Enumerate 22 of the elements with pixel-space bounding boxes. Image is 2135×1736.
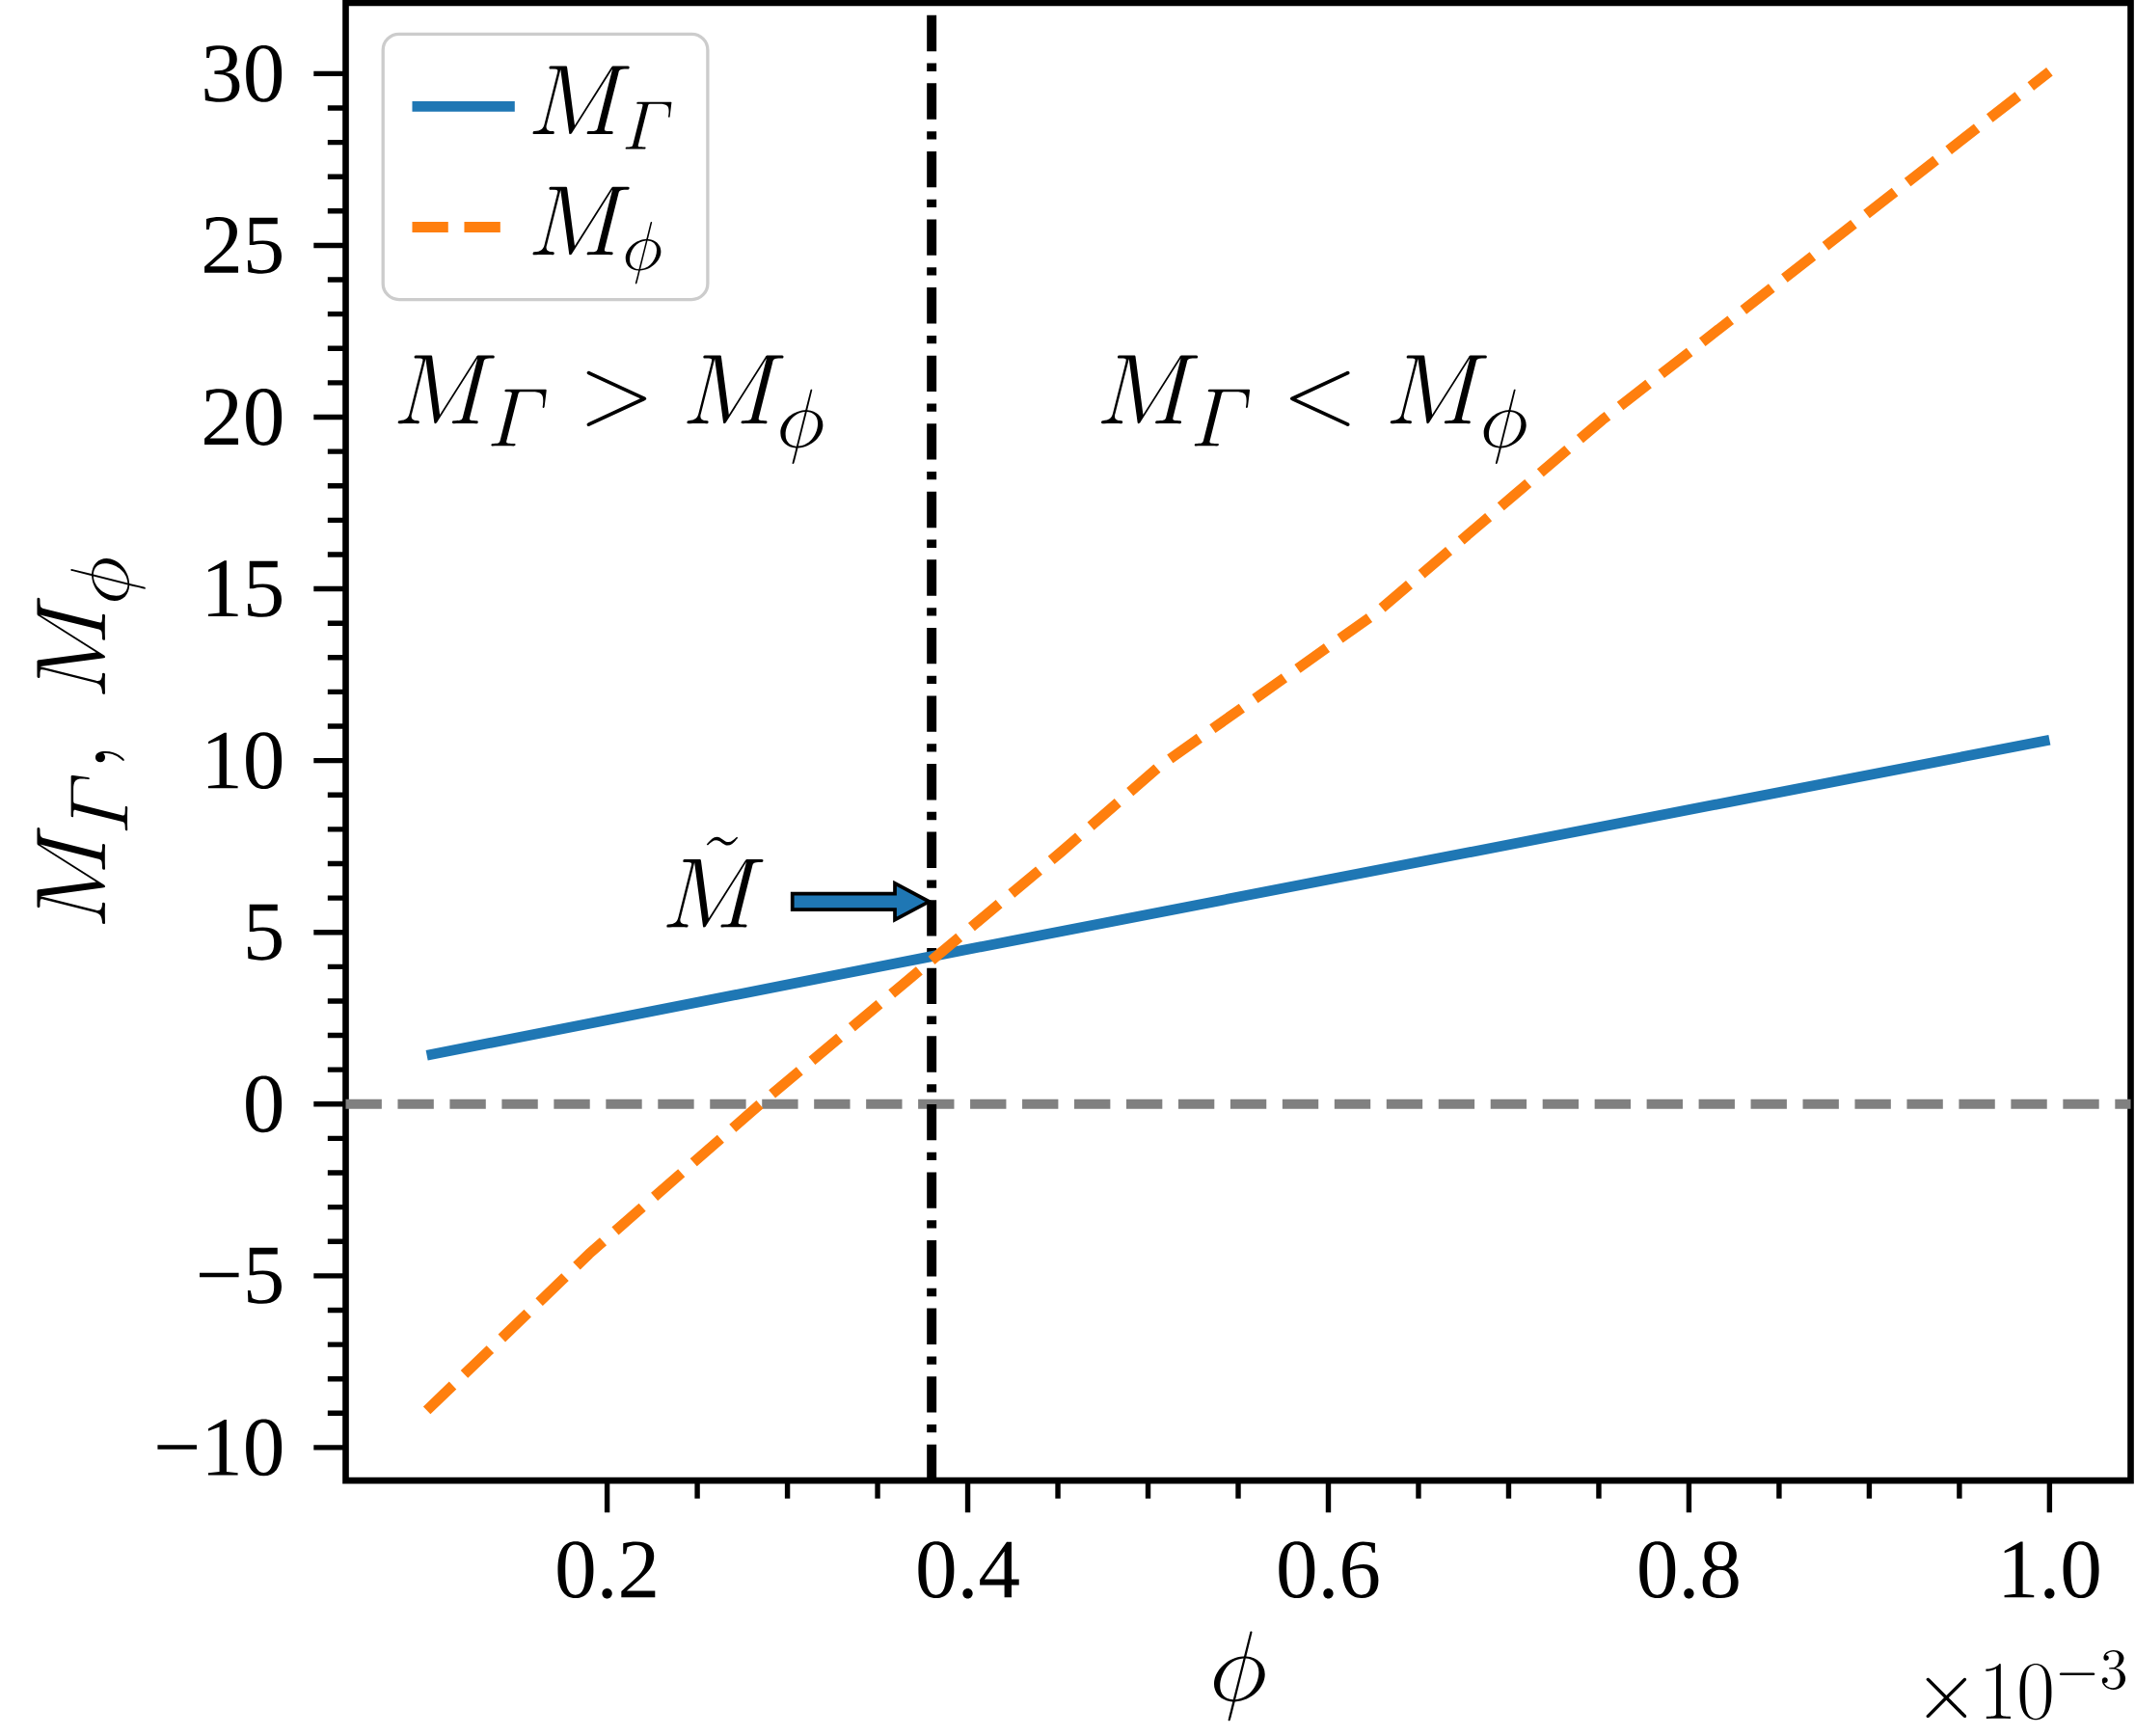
y-tick-label: −5 [200, 1247, 282, 1304]
y-tick-label: 5 [247, 904, 282, 961]
x-tick-label: 0.2 [557, 1541, 656, 1599]
text: $\times 10^{-3}$ [1926, 1649, 2126, 1721]
x-tick-label: 1.0 [2004, 1541, 2099, 1599]
y-tick-label: 30 [204, 44, 283, 102]
y-tick-label: 10 [207, 732, 283, 790]
annotation: $M_{\mathnormal{\Gamma}} > M_{\phi}$ [397, 355, 824, 464]
x-axis-title: $\phi$ [1213, 1631, 1265, 1722]
y-axis-title: $M_{\mathnormal{\Gamma}},\ M_{\phi}$ [37, 557, 146, 924]
annotation: $\tilde{M}$ [666, 836, 764, 928]
y-tick-label: 20 [204, 389, 283, 446]
y-tick-label: 25 [204, 217, 282, 274]
x-tick-label: 0.6 [1279, 1541, 1379, 1599]
legend-label: $M_{\mathnormal{\Gamma}}$ [532, 66, 672, 149]
y-tick-label: 0 [246, 1075, 283, 1133]
annotation: $M_{\mathnormal{\Gamma}} < M_{\phi}$ [1101, 355, 1527, 464]
y-tick-label: −10 [157, 1419, 283, 1477]
x-tick-label: 0.8 [1639, 1541, 1739, 1599]
y-tick-label: 15 [207, 560, 282, 617]
x-tick-label: 0.4 [918, 1541, 1019, 1599]
legend-label: $M_{\phi}$ [532, 186, 662, 285]
